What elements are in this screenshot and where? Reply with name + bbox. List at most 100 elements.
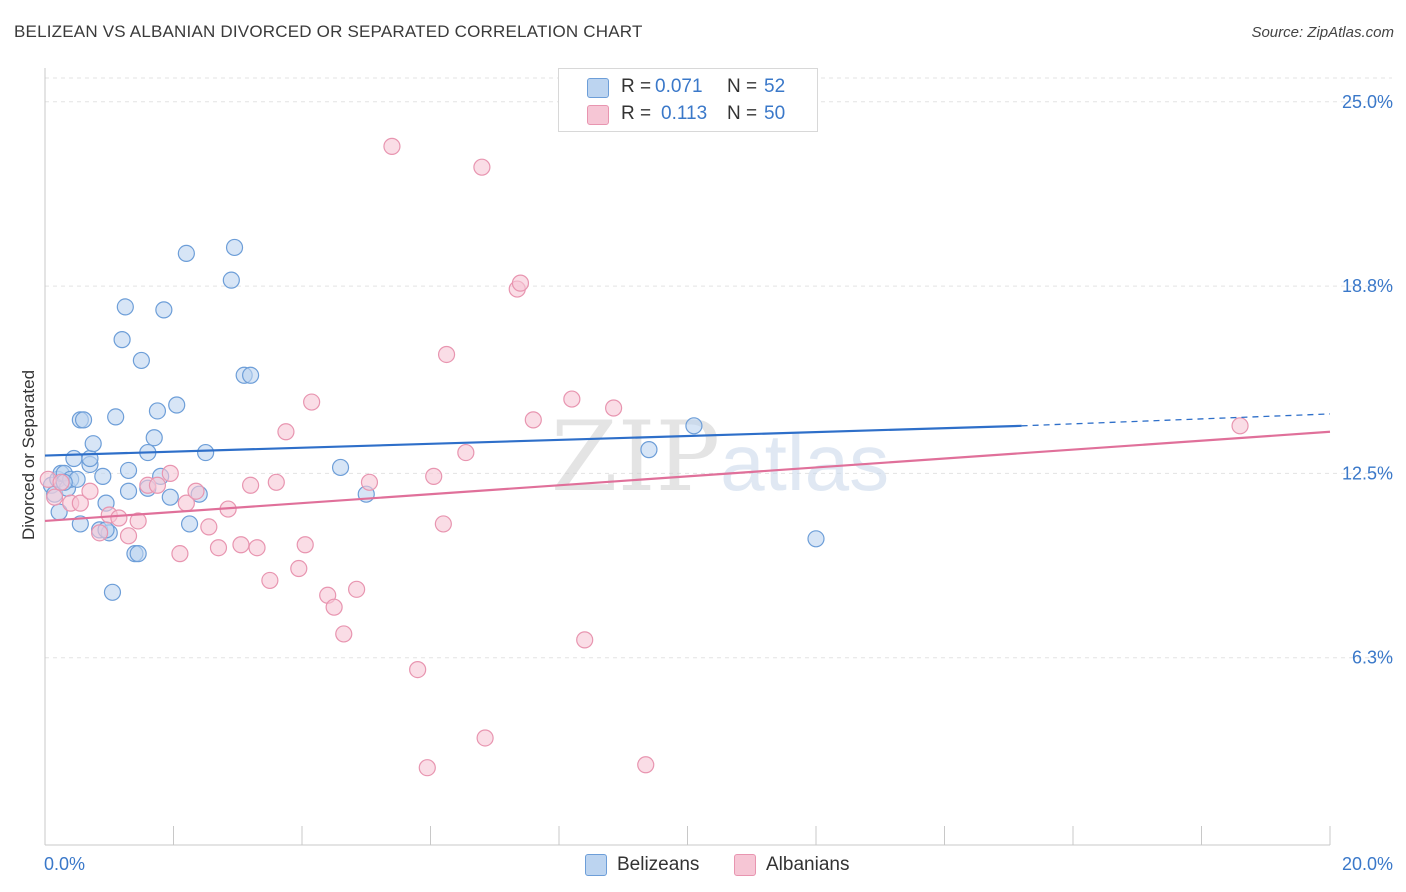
- albanian-point: [161, 464, 179, 482]
- n-value: 52: [764, 76, 786, 97]
- albanian-point: [209, 539, 228, 557]
- albanian-point: [563, 390, 581, 408]
- tick-labels: 25.0% 18.8% 12.5% 6.3% 0.0% 20.0%: [44, 92, 1393, 874]
- belizean-point: [685, 417, 703, 435]
- albanian-point: [457, 443, 475, 462]
- y-tick-label: 12.5%: [1342, 463, 1393, 483]
- belizean-point: [94, 467, 112, 485]
- albanian-point: [242, 476, 260, 494]
- belizeans-swatch: [587, 78, 609, 98]
- albanians-swatch: [587, 105, 609, 125]
- belizeans-swatch: [585, 854, 607, 876]
- belizean-point: [74, 411, 93, 429]
- albanian-point: [434, 515, 452, 533]
- albanian-point: [129, 512, 147, 530]
- albanian-point: [171, 545, 189, 563]
- albanian-point: [267, 473, 285, 491]
- belizean-point: [177, 244, 195, 262]
- albanian-point: [335, 625, 353, 643]
- belizean-point: [807, 530, 825, 548]
- stats-legend: R = 0.071 N = 52 R = 0.113 N = 50: [558, 68, 818, 132]
- r-label: R =: [621, 76, 652, 97]
- albanian-point: [52, 473, 70, 491]
- belizean-trend-extension: [1021, 413, 1331, 427]
- albanian-point: [383, 137, 401, 155]
- belizean-point: [84, 435, 102, 453]
- trend-lines: [44, 413, 1331, 523]
- belizean-point: [103, 583, 122, 601]
- albanian-point: [409, 661, 427, 679]
- belizean-point: [168, 396, 186, 414]
- belizean-point: [71, 515, 89, 533]
- r-label: R =: [621, 103, 652, 124]
- albanian-point: [81, 482, 99, 500]
- albanian-point: [148, 476, 167, 494]
- r-value: 0.071: [655, 76, 703, 97]
- albanian-point: [303, 393, 321, 411]
- legend-label: Albanians: [766, 854, 850, 875]
- x-tick-label: 0.0%: [44, 854, 85, 874]
- belizean-point: [242, 366, 260, 384]
- belizean-point: [225, 238, 244, 257]
- r-value: 0.113: [661, 103, 708, 124]
- albanian-point: [524, 411, 542, 429]
- n-label: N =: [727, 76, 758, 97]
- albanian-point: [637, 756, 655, 774]
- belizean-point: [161, 488, 179, 506]
- belizean-point: [113, 331, 131, 349]
- albanian-point: [277, 423, 295, 441]
- albanian-point: [418, 759, 436, 777]
- albanian-point: [576, 631, 594, 649]
- albanian-point: [511, 274, 530, 292]
- belizean-point: [180, 515, 199, 533]
- albanian-point: [91, 524, 109, 542]
- albanian-point: [248, 539, 266, 557]
- x-tick-label: 20.0%: [1342, 854, 1393, 874]
- y-tick-label: 25.0%: [1342, 92, 1393, 112]
- albanian-point: [473, 158, 491, 176]
- albanian-point: [437, 345, 456, 364]
- watermark: ZIPatlas: [551, 401, 889, 513]
- belizean-point: [132, 351, 150, 370]
- albanian-point: [71, 494, 89, 512]
- albanians-points: [39, 137, 1249, 777]
- legend-label: Belizeans: [617, 854, 700, 875]
- belizean-point: [155, 301, 173, 319]
- albanian-point: [110, 509, 128, 527]
- belizean-point: [197, 443, 215, 462]
- belizean-point: [119, 461, 138, 480]
- chart-title: BELIZEAN VS ALBANIAN DIVORCED OR SEPARAT…: [14, 22, 643, 41]
- n-label: N =: [727, 103, 758, 124]
- belizean-point: [148, 402, 167, 420]
- albanian-point: [232, 536, 250, 554]
- n-value: 50: [764, 103, 786, 124]
- belizean-point: [145, 429, 163, 447]
- y-tick-label: 18.8%: [1342, 276, 1393, 296]
- belizean-point: [107, 408, 125, 426]
- belizean-point: [331, 458, 350, 477]
- albanian-point: [1231, 417, 1249, 435]
- albanian-point: [605, 399, 623, 417]
- belizean-trend-line: [44, 424, 1022, 457]
- series-legend: Belizeans Albanians: [0, 852, 1406, 878]
- albanian-point: [325, 598, 343, 616]
- albanian-point: [119, 527, 138, 545]
- y-axis-label: Divorced or Separated: [19, 370, 38, 540]
- albanian-point: [348, 580, 366, 598]
- albanian-point: [425, 467, 443, 485]
- belizean-point: [65, 449, 83, 468]
- albanian-point: [360, 473, 379, 491]
- axis-layer: [44, 68, 1331, 846]
- belizean-point: [129, 545, 147, 563]
- albanian-point: [290, 559, 308, 578]
- albanian-point: [187, 482, 205, 500]
- albanian-trend-line: [44, 430, 1331, 523]
- albanians-swatch: [734, 854, 756, 876]
- source-credit: Source: ZipAtlas.com: [1251, 24, 1394, 41]
- albanian-point: [46, 488, 64, 506]
- albanian-point: [296, 536, 314, 554]
- albanian-point: [200, 518, 218, 536]
- albanian-point: [476, 729, 494, 747]
- belizean-point: [119, 482, 138, 500]
